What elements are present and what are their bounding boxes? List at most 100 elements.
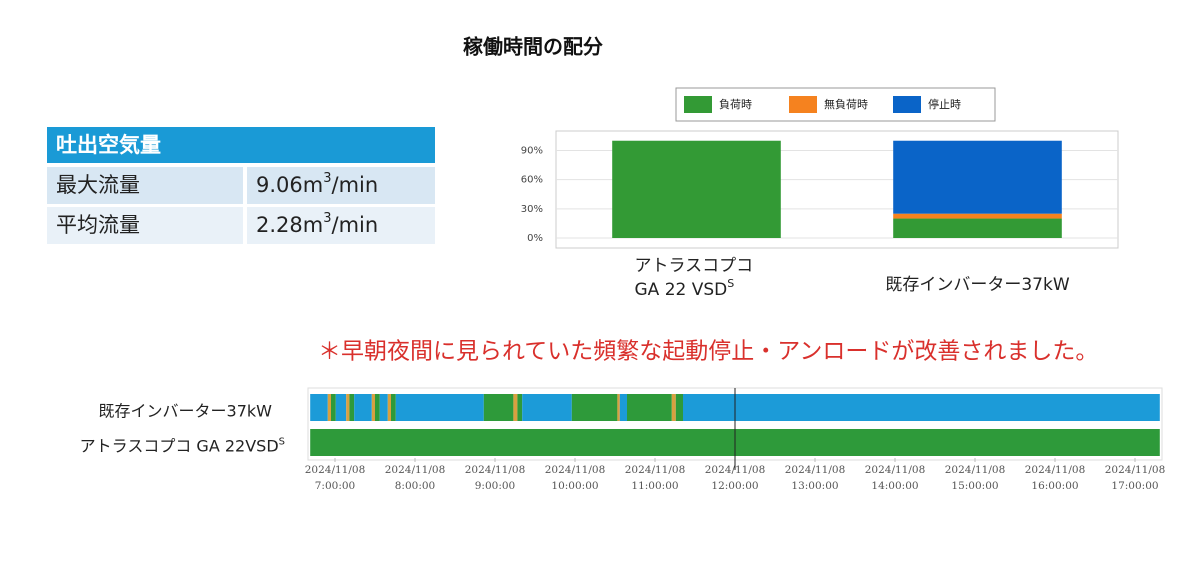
timeline-segment [387, 394, 391, 421]
row-label: 既存インバーター37kW [99, 401, 273, 420]
label-line: 9:00:00 [475, 480, 515, 492]
timeline-segment [483, 394, 514, 421]
label-line: 15:00:00 [951, 480, 998, 492]
timeline-segment [391, 394, 396, 421]
row-name: アトラスコプコ GA 22VSD [80, 436, 279, 455]
x-tick-label: アトラスコプコ GA 22 VSDS [635, 256, 754, 300]
table-cell-bg [47, 167, 243, 204]
label-line: 2024/11/08 [625, 464, 686, 476]
timeline-segment [671, 394, 676, 421]
x-tick-label: 2024/11/08 8:00:00 [385, 464, 446, 492]
label-line: 7:00:00 [315, 480, 355, 492]
table-cell-bg [47, 207, 243, 244]
timeline-segment [331, 394, 336, 421]
label-line: 12:00:00 [711, 480, 758, 492]
label-line: 17:00:00 [1111, 480, 1158, 492]
timeline-segment [335, 394, 347, 421]
timeline-segment [517, 394, 523, 421]
legend-label: 負荷時 [719, 98, 752, 111]
x-tick-label: 2024/11/08 9:00:00 [465, 464, 526, 492]
superscript: S [279, 436, 285, 447]
x-tick-label: 2024/11/08 16:00:00 [1025, 464, 1086, 492]
cell-unit: /min [332, 213, 379, 237]
table-cell-bg [247, 167, 435, 204]
timeline-segment [346, 394, 350, 421]
superscript: S [727, 277, 734, 290]
row-name: 既存インバーター37kW [99, 401, 273, 420]
table-cell-bg [247, 207, 435, 244]
superscript: 3 [323, 211, 331, 226]
bar-segment [893, 218, 1062, 238]
label-line: 8:00:00 [395, 480, 435, 492]
label-line: 2024/11/08 [1105, 464, 1166, 476]
timeline-segment [375, 394, 380, 421]
legend-swatch [893, 96, 921, 113]
bar-segment [612, 140, 781, 238]
cell-text: 2.28m [256, 213, 323, 237]
legend-label: 停止時 [928, 97, 961, 111]
note: ＊早朝夜間に見られていた頻繁な起動停止・アンロードが改善されました。 [318, 339, 1098, 365]
label-line: 2024/11/08 [305, 464, 366, 476]
bar-segment [893, 140, 1062, 214]
table-header-bg [47, 127, 435, 163]
label-line: 2024/11/08 [945, 464, 1006, 476]
label-line: GA 22 VSD [635, 280, 728, 300]
cell-text: 平均流量 [56, 213, 140, 237]
timeline-segment [379, 394, 388, 421]
row-label: アトラスコプコ GA 22VSDS [80, 436, 285, 455]
cell-text: 9.06m [256, 173, 323, 197]
label-line: 11:00:00 [631, 480, 678, 492]
timeline-segment [617, 394, 620, 421]
cell-text: 最大流量 [56, 173, 140, 197]
timeline-segment [354, 394, 372, 421]
timeline-segment [310, 394, 328, 421]
x-tick-label: 2024/11/08 13:00:00 [785, 464, 846, 492]
x-tick-label: 既存インバーター37kW [885, 275, 1069, 295]
x-tick-label: 2024/11/08 14:00:00 [865, 464, 926, 492]
x-tick-label: 2024/11/08 10:00:00 [545, 464, 606, 492]
timeline-segment [395, 394, 484, 421]
x-tick-label: 2024/11/08 15:00:00 [945, 464, 1006, 492]
title: 稼働時間の配分 [463, 35, 603, 59]
bar-segment [893, 213, 1062, 219]
superscript: 3 [323, 171, 331, 186]
timeline-segment [675, 394, 683, 421]
label-line: 13:00:00 [791, 480, 838, 492]
label-line: 10:00:00 [551, 480, 598, 492]
label-line: 2024/11/08 [865, 464, 926, 476]
label-line: 2024/11/08 [785, 464, 846, 476]
timeline-segment [371, 394, 375, 421]
table-cell: 2.28m3/min [256, 211, 378, 237]
label-line: 2024/11/08 [545, 464, 606, 476]
table-cell: 9.06m3/min [256, 171, 378, 197]
legend-box [675, 87, 996, 122]
y-tick-label: 0% [527, 233, 543, 244]
x-tick-label: 2024/11/08 11:00:00 [625, 464, 686, 492]
timeline-segment [683, 394, 1160, 421]
label-line: 2024/11/08 [465, 464, 526, 476]
label-line: 2024/11/08 [1025, 464, 1086, 476]
y-tick-label: 30% [521, 204, 543, 215]
x-tick-label: 2024/11/08 17:00:00 [1105, 464, 1166, 492]
timeline-segment [522, 394, 572, 421]
timeline-segment [349, 394, 355, 421]
legend-swatch [789, 96, 817, 113]
cell-unit: /min [332, 173, 379, 197]
legend-label: 無負荷時 [824, 97, 868, 111]
timeline-segment [327, 394, 331, 421]
table-header: 吐出空気量 [56, 133, 161, 157]
y-tick-label: 60% [521, 175, 543, 186]
table-cell: 平均流量 [56, 213, 140, 237]
legend-swatch [684, 96, 712, 113]
label-line: アトラスコプコ [635, 256, 754, 276]
label-line: 2024/11/08 [385, 464, 446, 476]
table-cell: 最大流量 [56, 173, 140, 197]
timeline-segment [513, 394, 518, 421]
timeline-segment [627, 394, 672, 421]
y-tick-label: 90% [521, 145, 543, 156]
x-tick-label: 2024/11/08 7:00:00 [305, 464, 366, 492]
timeline-segment [571, 394, 618, 421]
timeline-segment [619, 394, 627, 421]
